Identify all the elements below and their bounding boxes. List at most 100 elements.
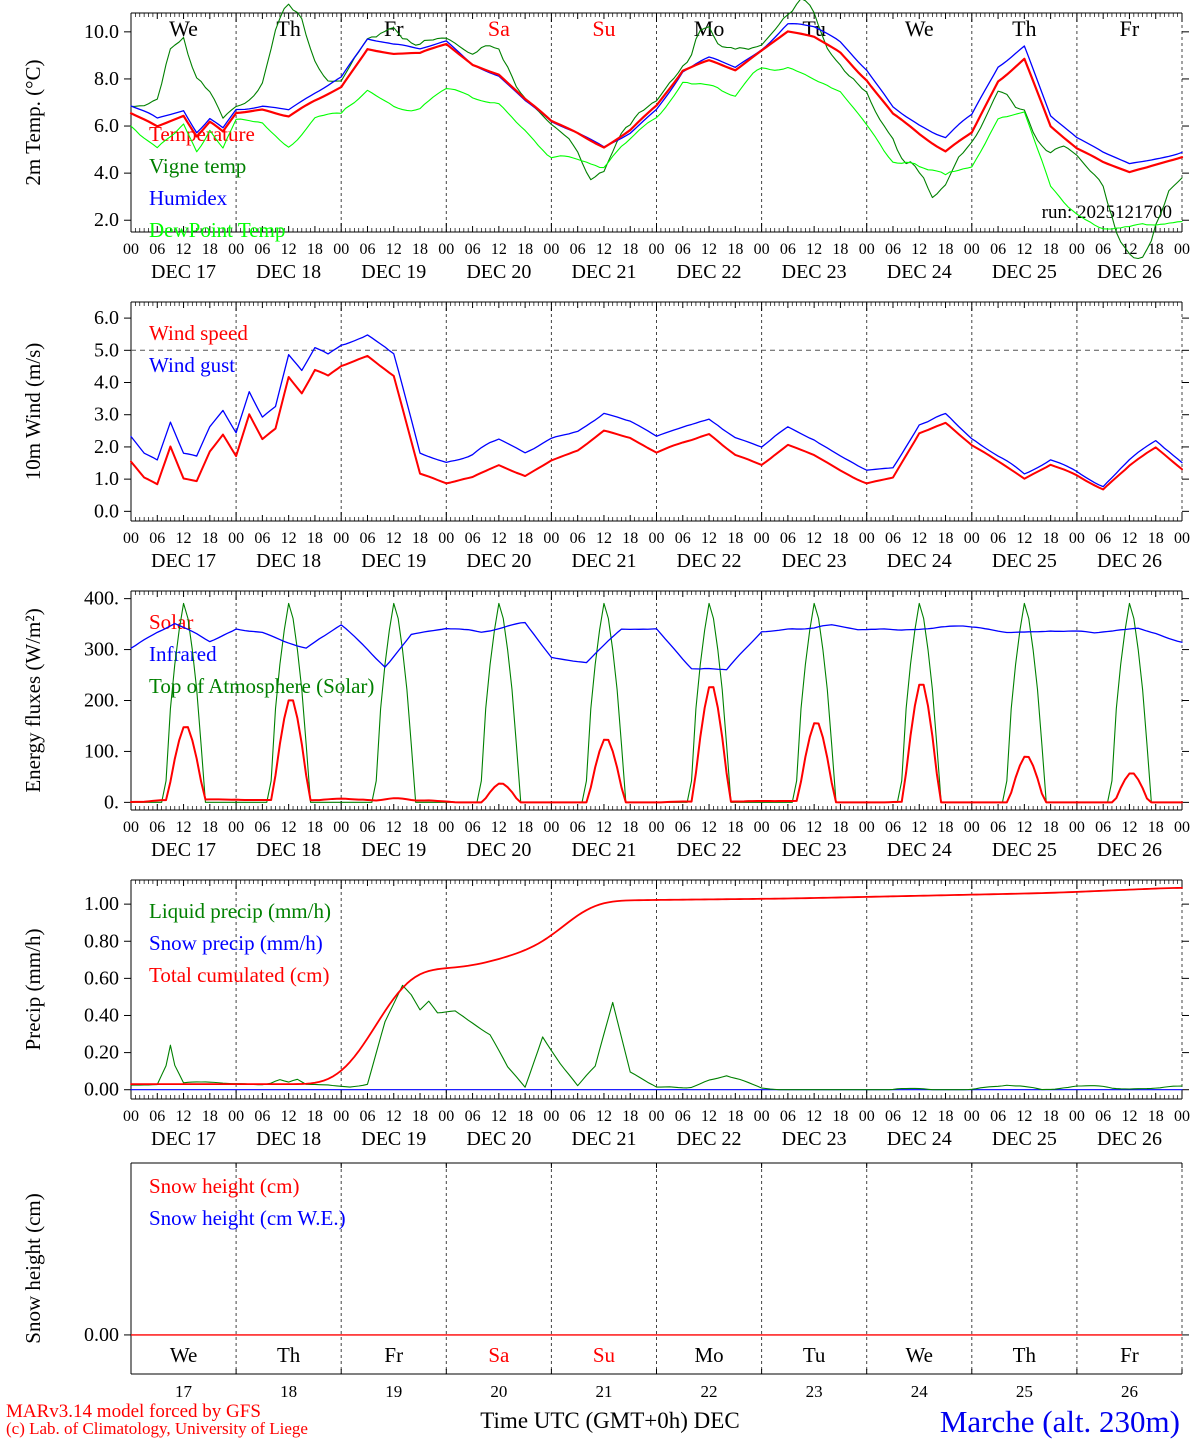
svg-text:Sa: Sa xyxy=(488,16,510,41)
svg-text:18: 18 xyxy=(202,1108,218,1125)
svg-text:25: 25 xyxy=(1016,1382,1033,1401)
svg-text:18: 18 xyxy=(938,530,954,547)
svg-text:00: 00 xyxy=(228,530,244,547)
svg-text:DEC 18: DEC 18 xyxy=(256,1128,321,1150)
svg-text:00: 00 xyxy=(1069,819,1085,836)
svg-text:00: 00 xyxy=(1174,530,1190,547)
svg-text:00: 00 xyxy=(123,241,139,258)
svg-text:06: 06 xyxy=(254,241,270,258)
svg-text:18: 18 xyxy=(307,241,323,258)
svg-text:4.0: 4.0 xyxy=(94,162,119,184)
svg-text:18: 18 xyxy=(1043,819,1059,836)
svg-text:18: 18 xyxy=(727,530,743,547)
svg-text:06: 06 xyxy=(570,819,586,836)
svg-text:24: 24 xyxy=(911,1382,929,1401)
svg-text:06: 06 xyxy=(885,1108,901,1125)
svg-text:400.: 400. xyxy=(84,588,119,610)
svg-text:Mo: Mo xyxy=(694,1343,723,1367)
svg-text:12: 12 xyxy=(806,530,822,547)
svg-text:00: 00 xyxy=(964,241,980,258)
svg-text:12: 12 xyxy=(281,241,297,258)
svg-text:DEC 18: DEC 18 xyxy=(256,550,321,572)
svg-text:DEC 22: DEC 22 xyxy=(677,550,742,572)
svg-text:100.: 100. xyxy=(84,740,119,762)
svg-text:12: 12 xyxy=(701,530,717,547)
svg-text:00: 00 xyxy=(754,1108,770,1125)
svg-text:12: 12 xyxy=(386,1108,402,1125)
svg-text:06: 06 xyxy=(570,530,586,547)
svg-text:Temperature: Temperature xyxy=(149,122,255,146)
svg-text:Su: Su xyxy=(593,1343,616,1367)
svg-text:DEC 24: DEC 24 xyxy=(887,1128,952,1150)
svg-text:12: 12 xyxy=(701,241,717,258)
svg-text:12: 12 xyxy=(386,530,402,547)
svg-text:00: 00 xyxy=(123,530,139,547)
svg-text:18: 18 xyxy=(412,819,428,836)
svg-text:DEC 17: DEC 17 xyxy=(151,550,216,572)
svg-text:06: 06 xyxy=(465,1108,481,1125)
svg-text:06: 06 xyxy=(149,241,165,258)
svg-text:20: 20 xyxy=(490,1382,507,1401)
svg-text:0.60: 0.60 xyxy=(84,967,119,989)
svg-text:DEC 17: DEC 17 xyxy=(151,839,216,861)
svg-text:18: 18 xyxy=(1043,1108,1059,1125)
svg-text:06: 06 xyxy=(1095,530,1111,547)
svg-text:DEC 23: DEC 23 xyxy=(782,261,847,283)
svg-text:00: 00 xyxy=(543,241,559,258)
svg-text:18: 18 xyxy=(1043,530,1059,547)
svg-text:06: 06 xyxy=(1095,241,1111,258)
svg-text:12: 12 xyxy=(806,1108,822,1125)
svg-text:00: 00 xyxy=(228,241,244,258)
svg-text:00: 00 xyxy=(438,241,454,258)
svg-text:00: 00 xyxy=(438,1108,454,1125)
svg-text:18: 18 xyxy=(517,819,533,836)
svg-text:12: 12 xyxy=(1121,241,1137,258)
svg-text:0.80: 0.80 xyxy=(84,930,119,952)
svg-text:06: 06 xyxy=(990,241,1006,258)
svg-text:06: 06 xyxy=(149,819,165,836)
svg-text:06: 06 xyxy=(359,241,375,258)
svg-text:18: 18 xyxy=(202,530,218,547)
svg-text:00: 00 xyxy=(964,819,980,836)
svg-text:12: 12 xyxy=(1121,819,1137,836)
svg-text:DEC 25: DEC 25 xyxy=(992,550,1057,572)
svg-text:00: 00 xyxy=(333,1108,349,1125)
svg-text:00: 00 xyxy=(1069,1108,1085,1125)
svg-text:18: 18 xyxy=(202,241,218,258)
svg-text:06: 06 xyxy=(990,819,1006,836)
svg-text:We: We xyxy=(905,16,934,41)
svg-text:0.0: 0.0 xyxy=(94,500,119,522)
svg-text:00: 00 xyxy=(754,241,770,258)
svg-text:18: 18 xyxy=(1043,241,1059,258)
svg-text:Snow height (cm W.E.): Snow height (cm W.E.) xyxy=(149,1206,346,1230)
svg-text:18: 18 xyxy=(412,530,428,547)
svg-text:18: 18 xyxy=(1148,819,1164,836)
svg-text:DEC 19: DEC 19 xyxy=(361,839,426,861)
svg-text:Top of Atmosphere (Solar): Top of Atmosphere (Solar) xyxy=(149,674,374,698)
svg-text:06: 06 xyxy=(885,819,901,836)
svg-text:5.0: 5.0 xyxy=(94,339,119,361)
svg-text:00: 00 xyxy=(123,819,139,836)
svg-text:06: 06 xyxy=(359,819,375,836)
svg-text:00: 00 xyxy=(333,241,349,258)
svg-text:18: 18 xyxy=(280,1382,297,1401)
svg-text:Precip (mm/h): Precip (mm/h) xyxy=(21,929,45,1051)
svg-text:00: 00 xyxy=(1069,530,1085,547)
svg-text:12: 12 xyxy=(491,241,507,258)
svg-text:Th: Th xyxy=(277,1343,301,1367)
svg-text:18: 18 xyxy=(307,1108,323,1125)
svg-text:DEC 26: DEC 26 xyxy=(1097,550,1162,572)
svg-text:18: 18 xyxy=(202,819,218,836)
svg-text:DEC 19: DEC 19 xyxy=(361,550,426,572)
svg-text:18: 18 xyxy=(938,241,954,258)
svg-text:Fr: Fr xyxy=(384,1343,403,1367)
svg-text:00: 00 xyxy=(859,241,875,258)
svg-text:06: 06 xyxy=(1095,1108,1111,1125)
svg-text:DEC 23: DEC 23 xyxy=(782,1128,847,1150)
svg-text:Liquid precip (mm/h): Liquid precip (mm/h) xyxy=(149,899,331,923)
svg-text:6.0: 6.0 xyxy=(94,115,119,137)
svg-text:00: 00 xyxy=(649,819,665,836)
svg-text:00: 00 xyxy=(543,1108,559,1125)
svg-text:Th: Th xyxy=(276,16,300,41)
svg-text:DEC 21: DEC 21 xyxy=(571,1128,636,1150)
